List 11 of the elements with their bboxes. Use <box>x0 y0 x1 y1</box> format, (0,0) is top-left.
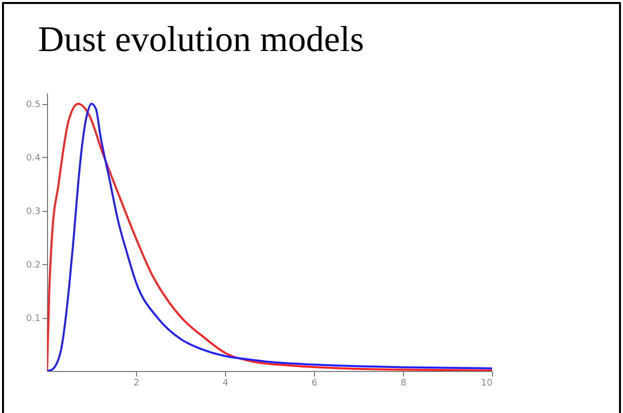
y-tick-label: 0.5 <box>26 100 40 110</box>
y-tick-label: 0.2 <box>26 260 40 271</box>
x-tick-label: 8 <box>400 378 407 388</box>
x-tick-label: 4 <box>222 378 229 388</box>
chart-title: Dust evolution models <box>38 18 364 60</box>
x-tick-label: 2 <box>134 378 140 388</box>
x-tick-label: 10 <box>481 378 493 388</box>
y-tick-label: 0.3 <box>26 207 40 218</box>
x-tick-label: 6 <box>312 378 318 388</box>
y-tick-label: 0.1 <box>26 314 40 324</box>
y-tick-label: 0.4 <box>26 154 41 164</box>
